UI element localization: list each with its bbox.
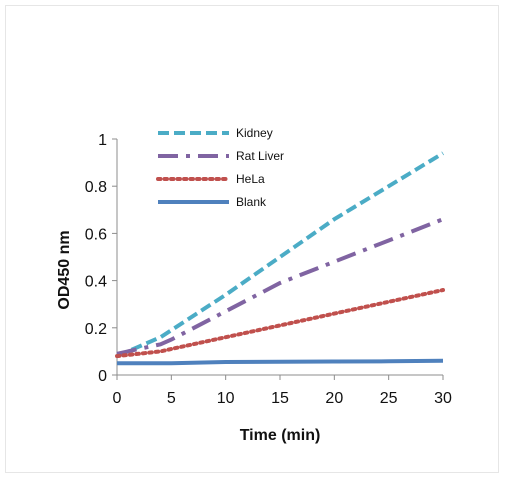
legend: Kidney Rat Liver HeLa Blank <box>156 126 284 209</box>
legend-label: Blank <box>236 195 267 209</box>
x-tick-label: 5 <box>167 390 176 407</box>
x-tick-label: 0 <box>113 390 122 407</box>
legend-label: Rat Liver <box>236 149 284 163</box>
y-tick-label: 0.2 <box>85 321 107 338</box>
series-line-rat-liver <box>116 217 444 356</box>
legend-label: HeLa <box>236 172 265 186</box>
x-tick-label: 30 <box>434 390 452 407</box>
series-lines <box>115 151 445 366</box>
tick-labels: 00.20.40.60.810 5 10 15 20 25 30 <box>85 132 452 407</box>
series-line-blank <box>117 358 444 366</box>
axes <box>112 138 444 380</box>
legend-label: Kidney <box>236 126 273 140</box>
x-tick-label: 25 <box>380 390 398 407</box>
y-tick-label: 0 <box>98 368 107 385</box>
chart-frame <box>5 5 499 473</box>
x-axis-title: Time (min) <box>240 427 321 444</box>
series-line-hela <box>115 288 445 359</box>
y-tick-label: 0.8 <box>85 179 107 196</box>
x-tick-label: 15 <box>271 390 289 407</box>
x-tick-label: 20 <box>325 390 343 407</box>
y-tick-label: 1 <box>98 132 107 149</box>
y-tick-label: 0.4 <box>85 274 107 291</box>
y-tick-label: 0.6 <box>85 226 107 243</box>
y-axis-title: OD450 nm <box>56 230 73 309</box>
x-tick-label: 10 <box>217 390 235 407</box>
